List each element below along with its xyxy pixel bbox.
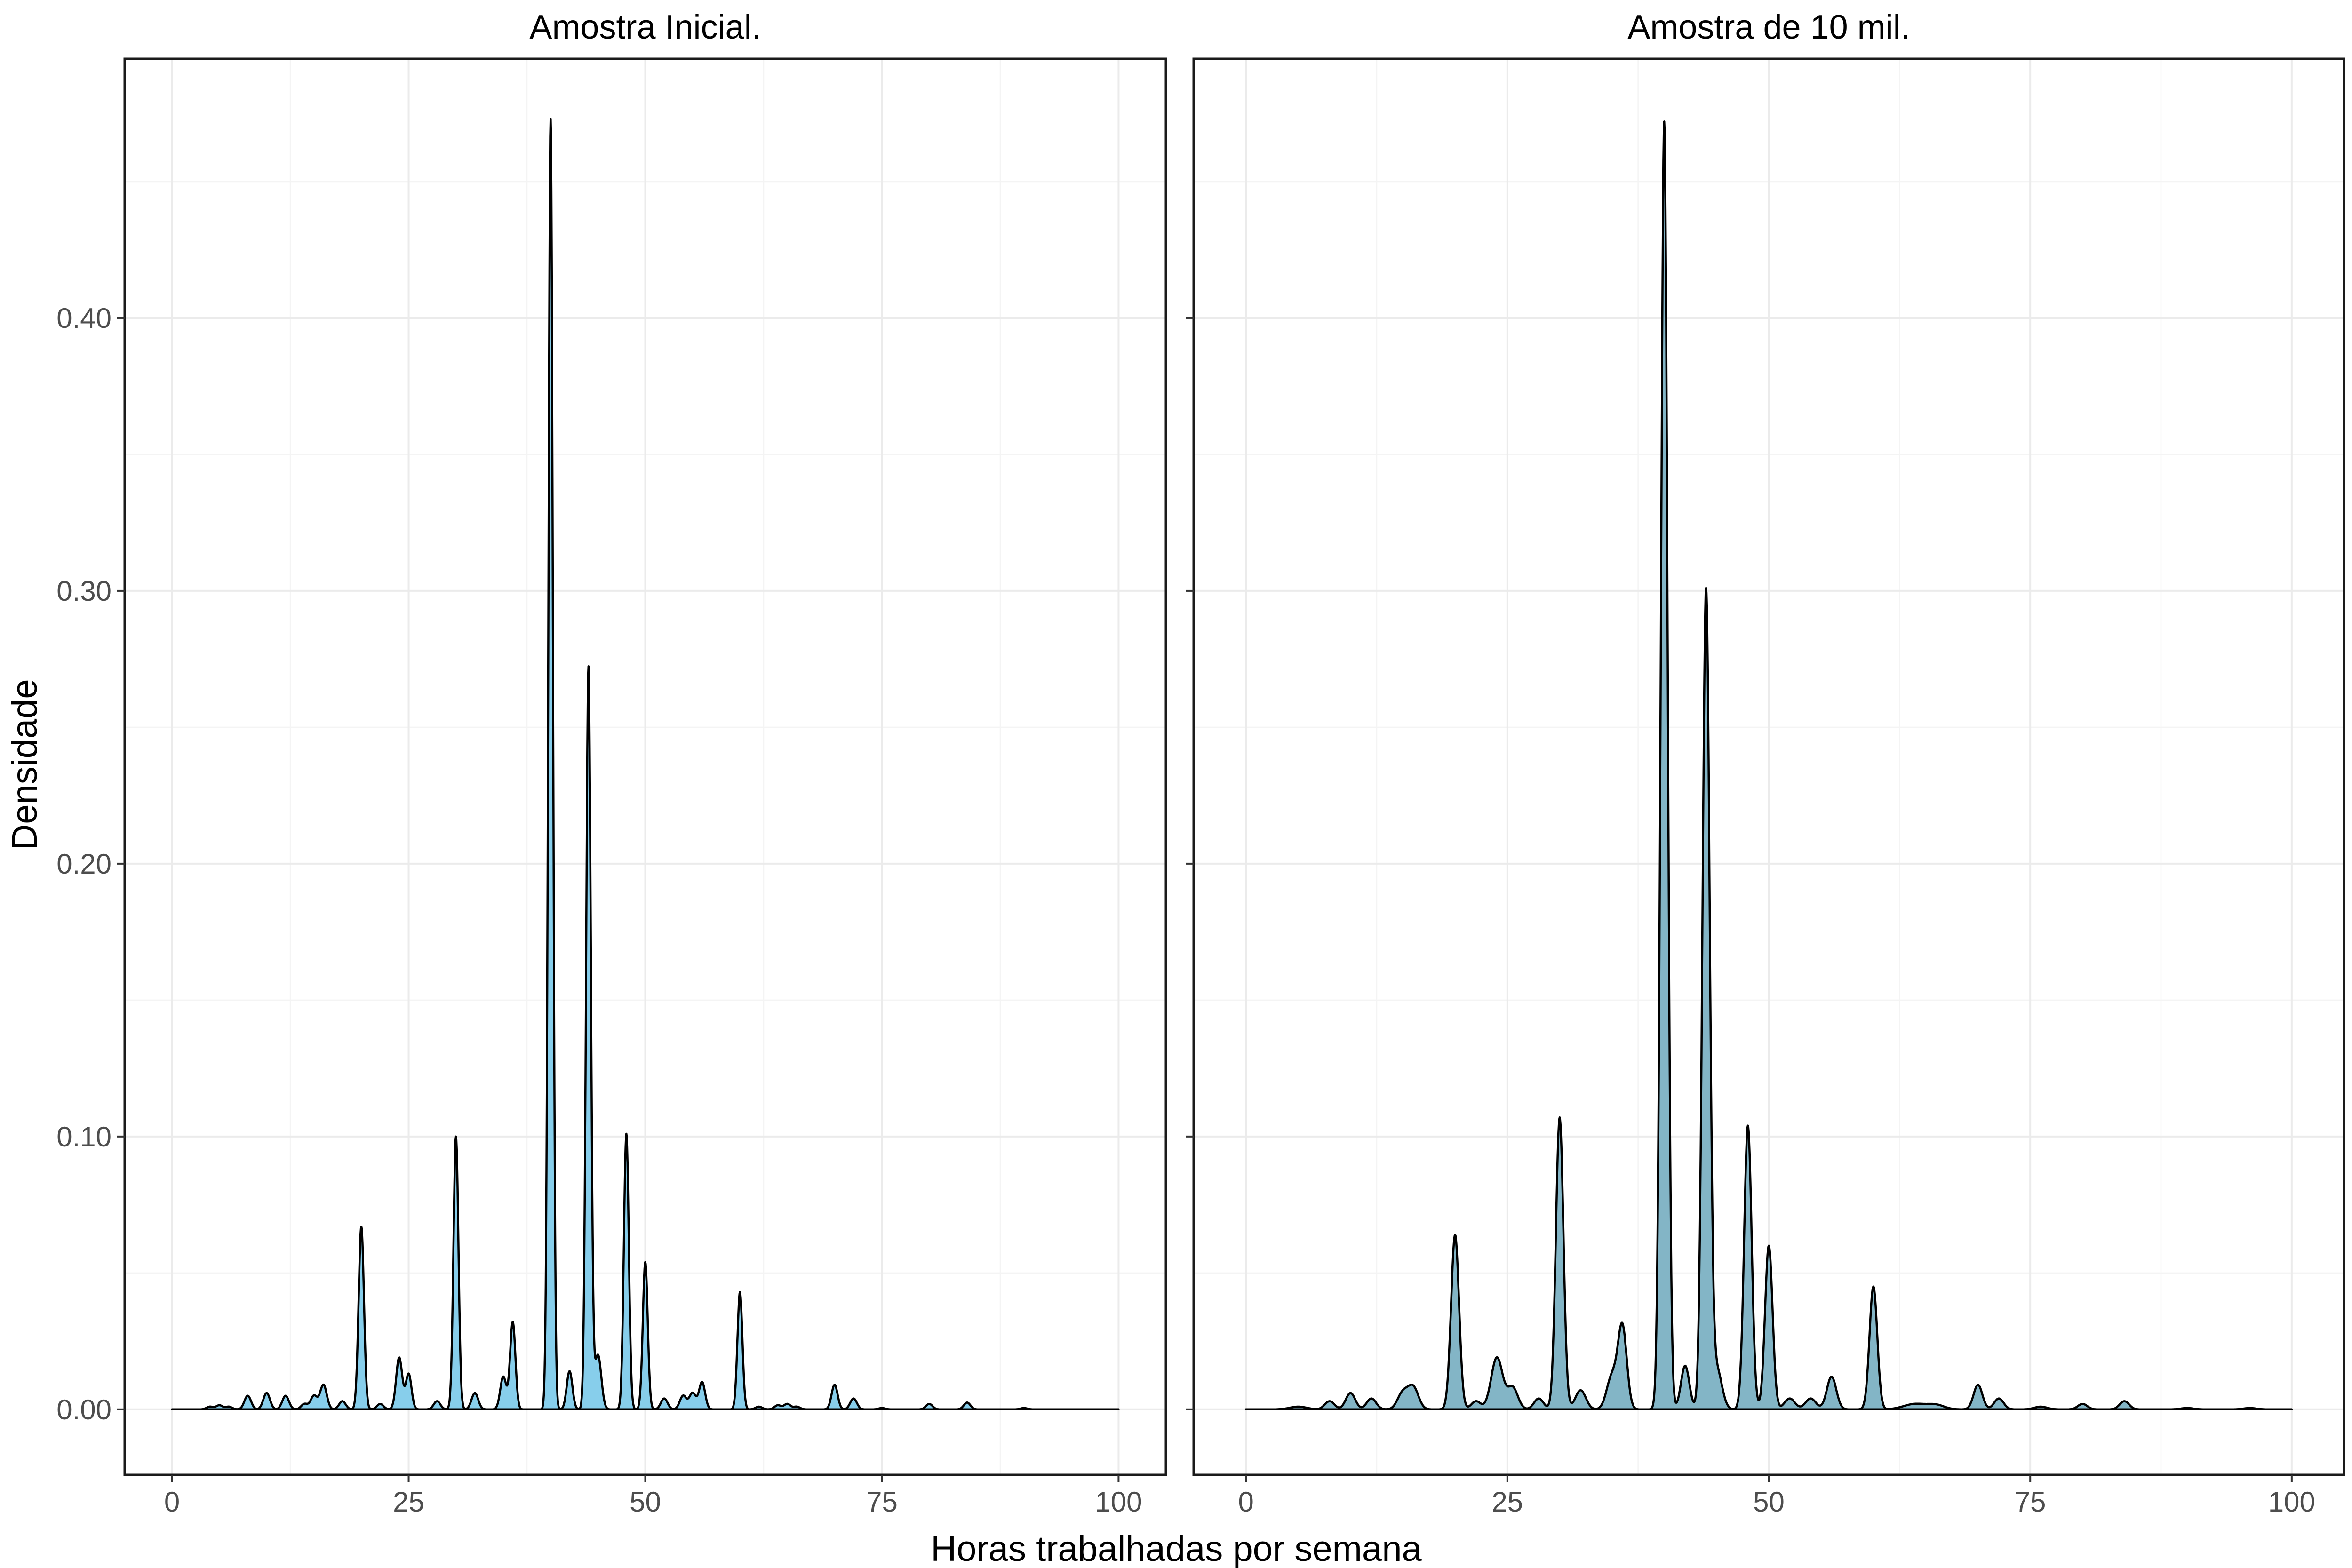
panel-amostra-inicial: Amostra Inicial. 0 25 50 75 100 0.00 0.10 0.20… <box>56 8 1167 1518</box>
x-tick-label: 75 <box>2015 1486 2046 1518</box>
x-tick-label: 0 <box>164 1486 180 1518</box>
y-tick-label: 0.00 <box>56 1394 112 1425</box>
x-tick-label: 100 <box>1095 1486 1142 1518</box>
x-tick-label: 100 <box>2268 1486 2315 1518</box>
y-tick-label: 0.20 <box>56 848 112 880</box>
x-axis-title: Horas trabalhadas por semana <box>931 1529 1422 1568</box>
panel-title: Amostra Inicial. <box>529 8 761 46</box>
x-tick-label: 50 <box>630 1486 661 1518</box>
y-tick-label: 0.10 <box>56 1121 112 1153</box>
density-area-amostra-10-mil <box>1244 120 2293 1411</box>
panel-title: Amostra de 10 mil. <box>1627 8 1910 46</box>
x-tick-label: 75 <box>866 1486 898 1518</box>
y-tick-label: 0.40 <box>56 302 112 334</box>
panel-amostra-10-mil: Amostra de 10 mil. 0 25 50 75 100 <box>1186 8 2345 1518</box>
y-axis-title: Densidade <box>5 679 45 850</box>
x-tick-label: 25 <box>393 1486 424 1518</box>
x-tick-label: 0 <box>1238 1486 1253 1518</box>
x-tick-label: 50 <box>1753 1486 1785 1518</box>
y-tick-label: 0.30 <box>56 575 112 607</box>
density-area-amostra-inicial <box>171 118 1120 1411</box>
x-tick-label: 25 <box>1491 1486 1523 1518</box>
